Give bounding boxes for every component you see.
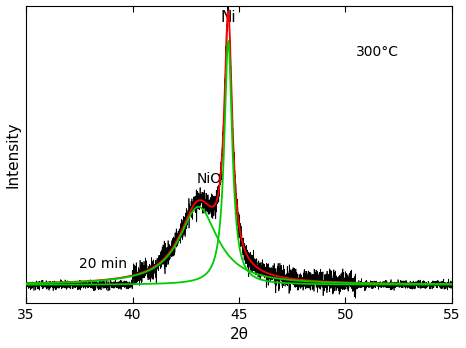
X-axis label: 2θ: 2θ — [229, 327, 248, 342]
Text: NiO: NiO — [196, 172, 221, 186]
Text: Ni: Ni — [220, 10, 236, 25]
Text: 20 min: 20 min — [79, 257, 127, 271]
Y-axis label: Intensity: Intensity — [6, 121, 21, 188]
Text: 300°C: 300°C — [356, 45, 399, 58]
